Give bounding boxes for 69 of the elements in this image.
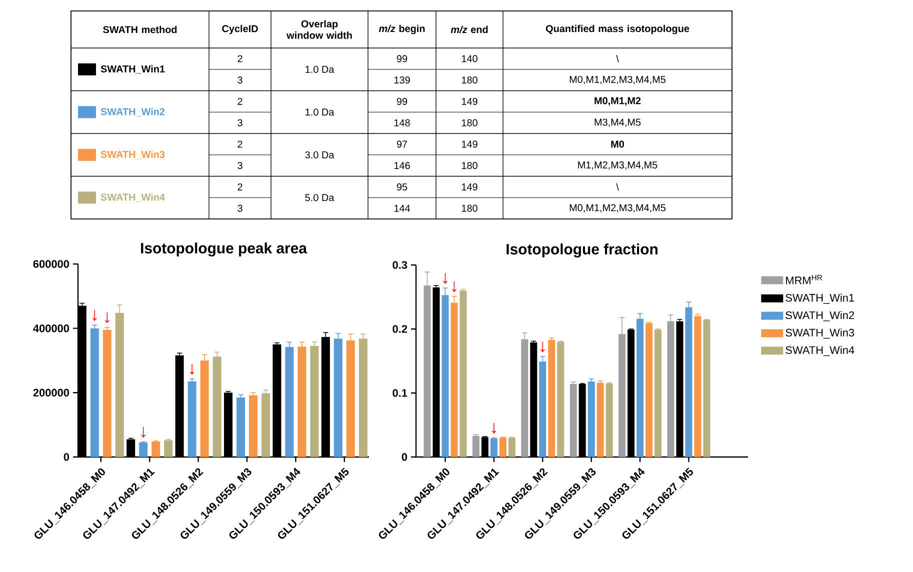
text: 1.0 Da [306,66,334,73]
text: 3 [238,119,242,126]
text: 144 [394,204,410,212]
text: 3.0 Da [305,151,334,158]
text: 180 [462,119,478,126]
text: M0,M1,M2 [594,97,641,106]
text: SWATH_Win4 [100,193,165,202]
text: 3 [238,76,242,84]
text: 2 [238,98,242,105]
text: 146 [394,162,410,170]
text: 3 [238,204,242,212]
text: Quantified mass isotopologue [546,24,690,34]
text: 99 [396,55,408,62]
annotation: ↓ [443,273,448,284]
text: SWATH_Win3 [100,150,165,160]
text: M0 [611,140,624,148]
text: M0,M1,M2,M3,M4,M5 [570,76,666,84]
chart-title: Isotopologue fraction [506,243,658,258]
y-tick-label: 0 [64,453,70,461]
text: 5.0 Da [305,194,334,202]
text: 180 [462,76,478,84]
text: SWATH_Win2 [100,108,165,116]
text: SWATH method [103,26,177,34]
text: m/z end [450,26,488,34]
text: Overlap window width [286,20,352,39]
text: 149 [462,98,478,105]
y-tick-label: 600000 [33,260,70,268]
text: 139 [394,76,410,84]
text: 97 [396,140,408,148]
text: CycleID [222,24,258,34]
annotation: ↓ [190,364,194,375]
text: \ [616,55,619,62]
text: 3 [238,162,242,170]
annotation: ↓ [492,422,496,434]
y-tick-label: 0.1 [392,389,408,397]
legend-label: SWATH_Win1 [786,294,854,304]
annotation: ↓ [141,427,146,438]
y-tick-label: 0 [402,453,408,461]
text: M3,M4,M5 [594,118,641,127]
text: 140 [462,55,478,62]
text: 1.0 Da [306,108,334,116]
text: 149 [462,183,478,190]
chart-title: Isotopologue peak area [141,242,308,256]
text: 148 [394,119,410,126]
legend-label: SWATH_Win3 [786,328,854,339]
annotation: ↓ [452,282,456,292]
text: 2 [238,55,242,62]
y-tick-label: 400000 [33,324,70,332]
annotation: ↓ [105,312,110,324]
text: SWATH_Win1 [100,65,165,74]
text: M1,M2,M3,M4,M5 [578,161,658,170]
y-tick-label: 200000 [33,388,70,397]
text: 180 [462,162,478,170]
annotation: ↓ [92,310,97,321]
text: 180 [462,204,478,212]
legend-label: SWATH_Win2 [786,311,854,322]
text: 99 [396,98,408,105]
text: 149 [462,140,478,148]
text: m/z begin [378,24,425,34]
text: M0,M1,M2,M3,M4,M5 [570,204,666,212]
y-tick-label: 0.2 [392,325,408,333]
legend-label: SWATH_Win4 [786,346,854,356]
y-tick-label: 0.3 [392,261,408,269]
annotation: ↓ [540,342,545,352]
text: 95 [396,183,408,190]
text: 2 [238,140,242,148]
legend-label: MRM$^{HR}$ [786,274,822,284]
text: 2 [238,183,242,190]
text: \ [616,183,619,191]
